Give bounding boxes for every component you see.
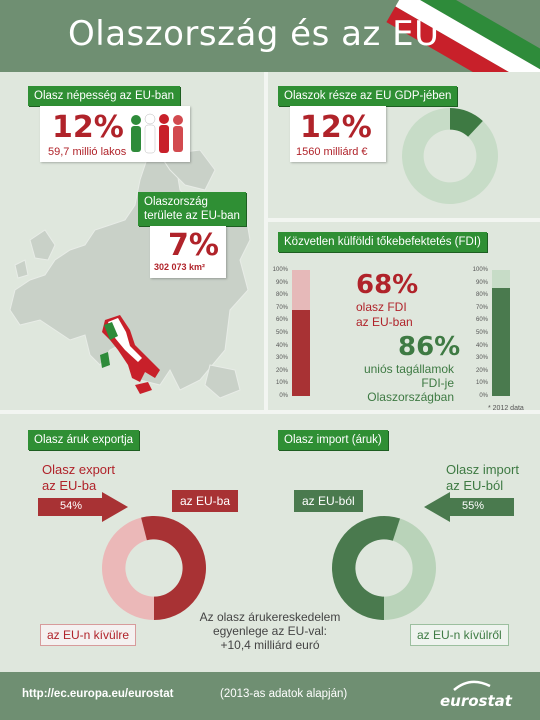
fdi-left-axis-tick-label: 20% <box>275 367 288 374</box>
gdp-rest-slice <box>402 108 498 204</box>
fdi-left-axis-tick-label: 60% <box>275 317 288 324</box>
trade-balance-line3: +10,4 milliárd euró <box>220 638 320 652</box>
gdp-tag: Olaszok része az EU GDP-jében <box>278 86 458 106</box>
fdi-left-axis-tick-label: 90% <box>275 279 288 286</box>
import-eu-label: az EU-ból <box>294 490 363 512</box>
export-donut-chart <box>101 516 206 620</box>
export-caption-line1: Olasz export <box>42 462 115 477</box>
fdi-left-text-2: az EU-ban <box>356 315 413 329</box>
import-tag: Olasz import (áruk) <box>278 430 388 450</box>
people-icon <box>131 113 183 154</box>
footer-note: (2013-as adatok alapján) <box>220 688 348 700</box>
export-caption: Olasz export az EU-ba <box>42 462 115 494</box>
territory-tag-line2: területe az EU-ban <box>144 210 240 222</box>
fdi-right-axis-tick-label: 60% <box>475 317 488 324</box>
fdi-note: * 2012 data <box>488 405 524 412</box>
fdi-left-axis-tick-label: 30% <box>275 355 288 362</box>
fdi-left-axis-tick-label: 10% <box>275 380 288 387</box>
europe-map <box>9 150 251 399</box>
italy-icon <box>100 315 160 394</box>
export-arrow-value: 54% <box>60 500 83 512</box>
italian-flag-ribbon-icon <box>386 0 540 72</box>
import-caption-line2: az EU-ból <box>446 478 504 493</box>
fdi-left-axis-tick-label: 40% <box>275 342 288 349</box>
fdi-right-axis-tick-label: 20% <box>475 367 488 374</box>
section-divider <box>0 410 540 414</box>
export-non-eu-label: az EU-n kívülre <box>40 624 137 646</box>
import-caption-line1: Olasz import <box>446 462 519 477</box>
trade-balance-text: Az olasz árukereskedelem egyenlege az EU… <box>170 610 370 652</box>
page-title: Olaszország és az EU <box>68 14 440 54</box>
fdi-right-text-1: uniós tagállamok <box>363 362 454 376</box>
territory-tag: Olaszország területe az EU-ban <box>138 192 246 226</box>
fdi-left-axis-tick-label: 0% <box>279 393 288 399</box>
fdi-left-axis-tick-label: 80% <box>275 292 288 299</box>
footer: http://ec.europa.eu/eurostat (2013-as ad… <box>0 672 540 720</box>
fdi-left-text-1: olasz FDI <box>356 300 407 314</box>
fdi-right-bar <box>492 287 510 396</box>
territory-percent: 7% <box>168 228 219 263</box>
gdp-percent: 12% <box>300 110 372 145</box>
population-sub: 59,7 millió lakos <box>48 146 127 158</box>
gdp-donut-chart <box>402 108 498 204</box>
fdi-tag: Közvetlen külföldi tőkebefektetés (FDI) <box>278 232 487 252</box>
fdi-left-percent: 68% <box>356 270 419 300</box>
header: Olaszország és az EU <box>0 0 540 72</box>
export-caption-line2: az EU-ba <box>42 478 97 493</box>
export-non-eu-slice <box>101 517 154 620</box>
export-arrow-icon <box>38 492 128 522</box>
fdi-right-axis-tick-label: 50% <box>475 330 488 336</box>
territory-box: 7% 302 073 km² <box>150 226 226 278</box>
fdi-right-axis-tick-label: 0% <box>479 393 488 399</box>
population-tag: Olasz népesség az EU-ban <box>28 86 180 106</box>
fdi-right-axis-tick-label: 10% <box>475 380 488 387</box>
section-divider <box>264 72 268 412</box>
import-arrow-icon <box>424 492 514 522</box>
export-tag: Olasz áruk exportja <box>28 430 140 450</box>
territory-tag-line1: Olaszország <box>144 196 208 208</box>
fdi-left-bar <box>292 310 310 396</box>
fdi-left-axis-tick-label: 50% <box>275 330 288 336</box>
territory-sub: 302 073 km² <box>154 262 206 272</box>
import-arrow-value: 55% <box>462 500 485 512</box>
fdi-left-axis-tick-label: 100% <box>272 267 288 273</box>
import-non-eu-label: az EU-n kívülről <box>410 624 509 646</box>
fdi-right-axis-tick-label: 90% <box>475 279 488 286</box>
eurostat-logo-icon <box>453 680 491 691</box>
fdi-right-text-3: Olaszországban <box>367 390 454 404</box>
trade-balance-line1: Az olasz árukereskedelem <box>199 610 341 624</box>
section-divider <box>264 218 540 222</box>
population-box: 12% 59,7 millió lakos <box>40 106 190 162</box>
eurostat-brand: eurostat <box>440 692 512 710</box>
fdi-right-axis-tick-label: 40% <box>475 342 488 349</box>
fdi-right-axis-tick-label: 80% <box>475 292 488 299</box>
export-eu-label: az EU-ba <box>172 490 239 512</box>
fdi-right-axis-tick-label: 70% <box>475 304 488 311</box>
gdp-italy-slice <box>450 108 483 137</box>
gdp-box: 12% 1560 milliárd € <box>290 106 386 162</box>
fdi-right-percent: 86% <box>398 332 461 362</box>
import-donut-chart <box>332 516 437 620</box>
fdi-right-text-2: FDI-je <box>421 376 454 390</box>
trade-balance-line2: egyenlege az EU-val: <box>212 624 328 638</box>
import-non-eu-slice <box>384 518 437 620</box>
import-caption: Olasz import az EU-ból <box>446 462 519 494</box>
fdi-right-axis-tick-label: 100% <box>472 267 488 273</box>
fdi-right-axis-tick-label: 30% <box>475 355 488 362</box>
export-eu-slice <box>141 516 206 620</box>
import-eu-slice <box>332 516 401 620</box>
population-percent: 12% <box>52 110 124 145</box>
fdi-left-axis-tick-label: 70% <box>275 304 288 311</box>
footer-url-link[interactable]: http://ec.europa.eu/eurostat <box>22 688 174 700</box>
gdp-sub: 1560 milliárd € <box>296 146 368 158</box>
